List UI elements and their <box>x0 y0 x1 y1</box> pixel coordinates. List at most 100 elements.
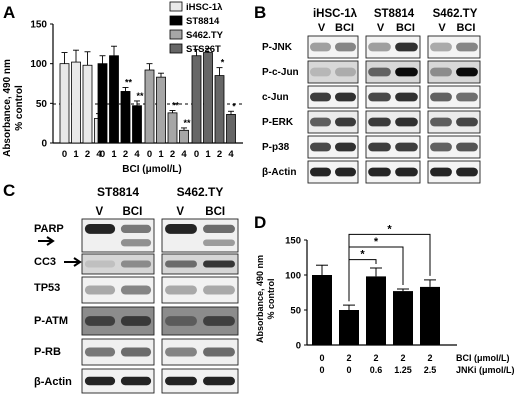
panel-c-lane-label: V <box>95 206 103 218</box>
panel-b-row-label: c-Jun <box>262 92 289 103</box>
panel-d-bar <box>312 275 332 345</box>
panel-a-bar <box>82 64 93 144</box>
cc3-arrow-icon <box>64 257 82 267</box>
panel-b-letter: B <box>254 3 266 22</box>
blot-frame <box>365 60 421 84</box>
panel-b-row-label: P-p38 <box>262 142 290 153</box>
blot-frame <box>427 60 481 84</box>
blot-band <box>165 376 197 386</box>
panel-d: D Absorbance, 490 nm % control 0 50 100 150… <box>254 213 515 375</box>
blot-band <box>120 347 152 357</box>
blot-frame <box>307 160 359 184</box>
panel-d-ylabel-line2: % control <box>266 278 276 319</box>
panel-a-x-tick-label: 4 <box>134 149 140 160</box>
blot-band <box>310 117 331 127</box>
panel-a-ylabel-line2: % control <box>14 85 25 131</box>
panel-a-significance-label: * <box>221 58 225 68</box>
panel-a-bar <box>214 75 225 144</box>
panel-c: C ST8814 V BCI S462.TY V BCI PARP CC3 TP53 P-ATM… <box>3 181 239 394</box>
panel-c-arrows <box>38 236 82 267</box>
panel-c-lane-label: BCI <box>205 206 225 218</box>
panel-b: B iHSC-1λ V BCI ST8814 V BCI S462.TY V BCI P-JNK… <box>254 3 481 184</box>
panel-b-lane-label: V <box>438 22 446 34</box>
panel-a-significance-label: ** <box>172 100 180 110</box>
panel-d-bar <box>366 276 386 345</box>
panel-b-cell-line-label: S462.TY <box>433 8 478 20</box>
blot-band <box>165 316 197 326</box>
blot-band <box>84 223 116 234</box>
panel-a-legend-swatch <box>169 43 183 54</box>
panel-a-bar <box>167 112 178 144</box>
panel-b-row-label: P-c-Jun <box>262 67 299 78</box>
panel-b-blot <box>427 110 481 134</box>
panel-d-jnki-value: 0 <box>319 365 324 375</box>
panel-b-blot <box>307 110 359 134</box>
panel-a-x-tick-label: 4 <box>228 149 234 160</box>
panel-c-blot <box>81 338 155 366</box>
blot-band <box>310 142 331 152</box>
panel-a-bar <box>144 69 155 144</box>
blot-frame <box>81 276 155 304</box>
panel-a-y-tick-label: 50 <box>36 99 48 110</box>
blot-band <box>310 167 331 177</box>
panel-d-x-labels: 0 0 2 0 2 0.6 2 1.25 2 2.5 <box>319 353 436 375</box>
cleaved-parp-arrow-icon <box>38 236 55 246</box>
blot-band <box>203 224 235 234</box>
panel-d-bci-value: 2 <box>373 353 378 363</box>
panel-d-y-tick-label: 150 <box>285 236 301 247</box>
blot-band <box>120 316 152 326</box>
panel-a-x-tick-label: 1 <box>158 149 164 160</box>
panel-b-blot <box>427 160 481 184</box>
blot-band <box>395 142 418 152</box>
blot-band <box>335 117 356 127</box>
panel-d-y-tick-label: 50 <box>290 306 301 317</box>
panel-b-cell-line-label: iHSC-1λ <box>313 8 358 20</box>
panel-d-bar <box>393 291 413 345</box>
panel-a-x-tick-label: 2 <box>170 149 175 160</box>
blot-band <box>203 376 235 386</box>
blot-band <box>84 285 116 295</box>
panel-a-x-tick-label: 1 <box>111 149 117 160</box>
panel-c-row-label: PARP <box>34 223 64 235</box>
blot-band <box>368 167 391 177</box>
panel-b-blot <box>365 60 421 84</box>
blot-frame <box>427 135 481 159</box>
panel-c-blot <box>81 276 155 304</box>
blot-band <box>430 167 452 177</box>
panel-c-blot <box>81 368 155 394</box>
blot-band <box>456 142 478 152</box>
panel-c-headers: ST8814 V BCI S462.TY V BCI <box>95 185 225 218</box>
panel-a-bar <box>132 105 142 144</box>
panel-d-bci-value: 2 <box>400 353 405 363</box>
blot-band <box>395 42 418 52</box>
panel-a-bar <box>59 63 70 144</box>
blot-band <box>120 260 152 268</box>
panel-b-row-label: P-JNK <box>262 42 293 53</box>
panel-a-legend-label: ST8814 <box>186 16 220 27</box>
panel-d-jnki-value: 1.25 <box>394 365 412 375</box>
blot-frame <box>307 60 359 84</box>
panel-d-significance-bracket <box>348 233 431 302</box>
panel-a-legend-swatch <box>169 1 183 12</box>
panel-c-lane-label: BCI <box>122 206 142 218</box>
blot-band <box>203 260 235 268</box>
blot-frame <box>161 253 239 275</box>
panel-c-row-label: TP53 <box>34 282 60 294</box>
panel-a-significance-label: ** <box>125 77 133 87</box>
blot-band <box>456 42 478 52</box>
blot-frame <box>307 135 359 159</box>
blot-band <box>84 260 116 268</box>
blot-band <box>456 67 478 77</box>
panel-a-x-tick-label: 2 <box>85 149 90 160</box>
panel-a-x-tick-label: 2 <box>123 149 128 160</box>
panel-d-bar <box>420 286 440 345</box>
blot-band <box>335 167 356 177</box>
panel-d-jnki-row-label: JNKi (μmol/L) <box>456 365 515 375</box>
blot-frame <box>427 160 481 184</box>
panel-a-x-tick-label: 1 <box>73 149 79 160</box>
panel-c-blot <box>81 253 155 275</box>
panel-d-jnki-value: 0 <box>346 365 351 375</box>
panel-d-bci-value: 0 <box>319 353 324 363</box>
blot-band <box>430 142 452 152</box>
panel-b-lane-label: BCI <box>456 22 475 34</box>
